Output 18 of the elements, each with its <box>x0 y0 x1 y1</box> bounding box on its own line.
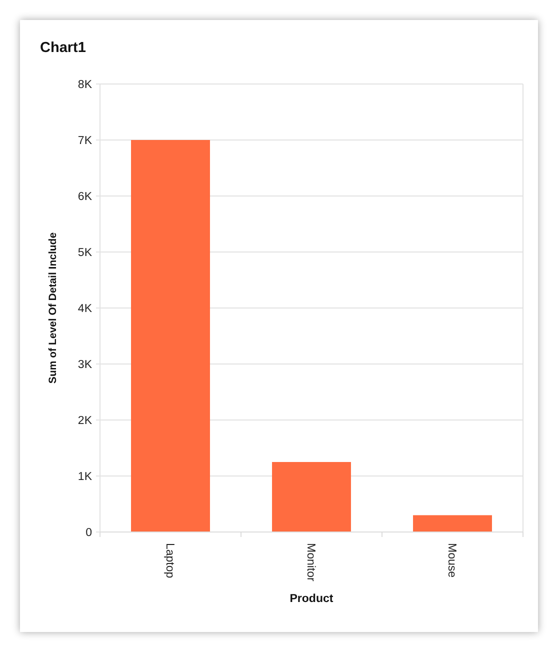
y-tick-label: 8K <box>78 79 92 92</box>
y-tick-label: 7K <box>78 135 92 148</box>
x-tick-label: Mouse <box>445 543 458 578</box>
bar <box>131 140 210 532</box>
x-tick-label: Laptop <box>163 543 176 578</box>
y-axis-title: Sum of Level Of Detail Include <box>47 232 59 384</box>
y-tick-label: 0 <box>86 527 92 540</box>
bar <box>272 462 351 532</box>
y-tick-label: 2K <box>78 415 92 428</box>
y-tick-label: 4K <box>78 303 92 316</box>
chart-title: Chart1 <box>40 40 86 56</box>
x-tick-label: Monitor <box>304 543 316 582</box>
y-tick-label: 1K <box>78 471 92 484</box>
y-tick-label: 5K <box>78 247 92 260</box>
x-axis-title: Product <box>290 593 334 605</box>
y-tick-label: 6K <box>78 191 92 204</box>
y-tick-label: 3K <box>78 359 92 372</box>
bar <box>413 515 492 532</box>
